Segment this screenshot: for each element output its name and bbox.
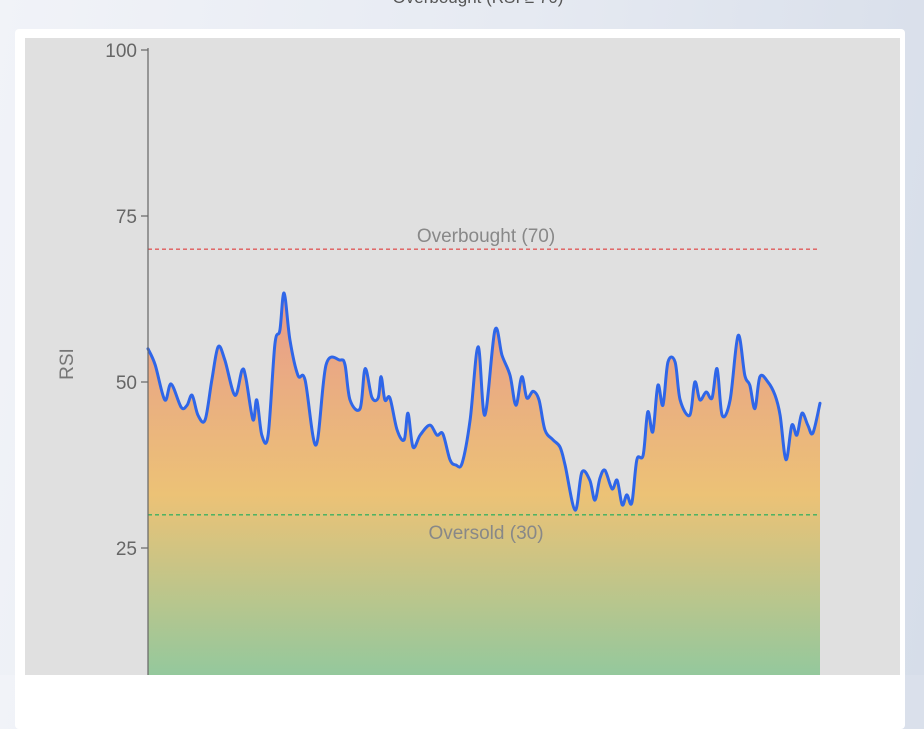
y-axis-label: RSI <box>57 348 78 380</box>
rsi-chart: Overbought (70) Oversold (30) 25 50 75 100 RS… <box>25 38 900 675</box>
rsi-area-fill <box>148 293 820 675</box>
overbought-label: Overbought (70) <box>417 226 555 247</box>
y-tick-label: 75 <box>116 207 137 228</box>
y-tick-label: 25 <box>116 539 137 560</box>
chart-title: Overbought (RSI ≥ 70) <box>0 0 924 8</box>
oversold-label: Oversold (30) <box>428 523 543 544</box>
rsi-line <box>146 291 822 512</box>
y-tick-label: 100 <box>105 41 137 62</box>
y-tick-label: 50 <box>116 373 137 394</box>
